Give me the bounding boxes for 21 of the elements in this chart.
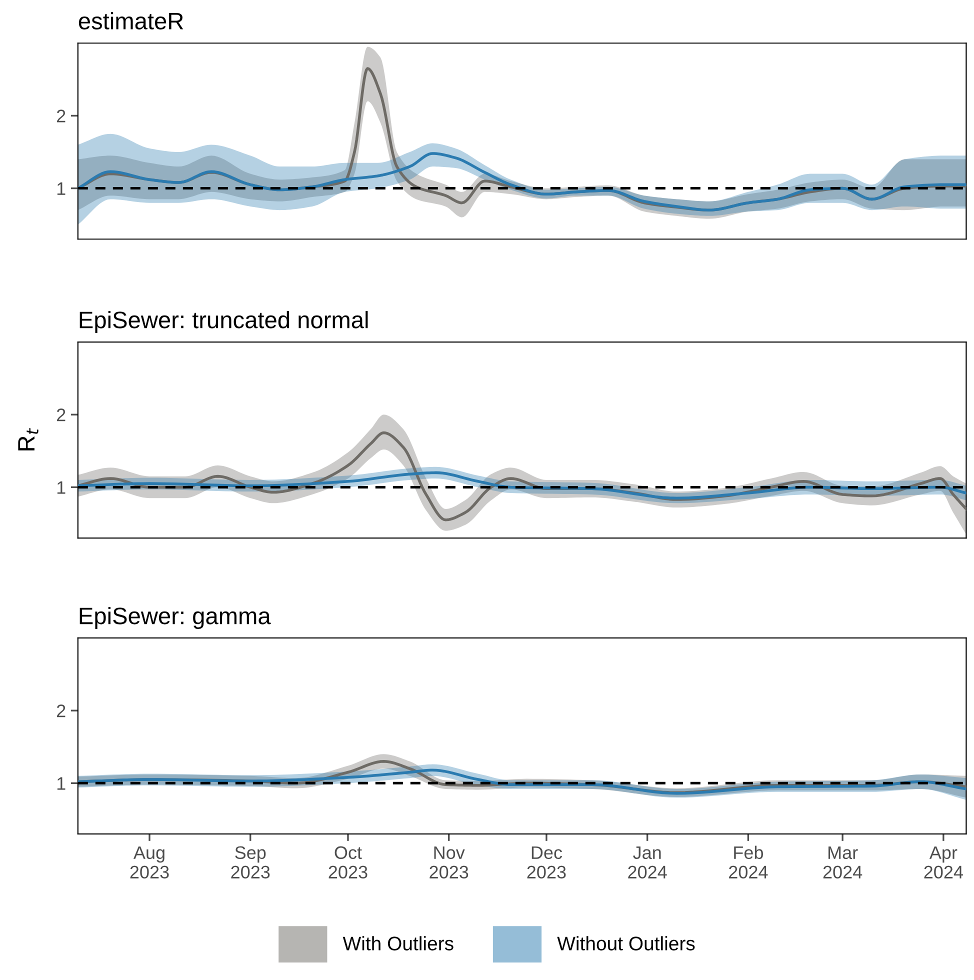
- y-tick-label: 1: [57, 481, 66, 494]
- y-axis-title: R$_{t}$: [18, 428, 38, 450]
- y-tick-label: 1: [57, 777, 66, 790]
- x-tick-label: Aug 2023: [130, 846, 169, 878]
- x-tick-label: Jan 2024: [628, 846, 667, 878]
- y-tick-label: 2: [56, 704, 66, 718]
- y-tick-label: 2: [56, 408, 66, 422]
- x-tick-label: Mar 2024: [823, 846, 862, 878]
- x-tick-label: Nov 2023: [430, 846, 468, 878]
- x-tick-label: Dec 2023: [527, 846, 566, 878]
- chart-title: estimateR: [78, 12, 184, 30]
- y-tick-label: 1: [57, 182, 66, 195]
- x-tick-label: Apr 2024: [924, 846, 963, 878]
- x-tick-label: Oct 2023: [328, 846, 368, 878]
- y-tick-label: 2: [56, 110, 66, 122]
- legend-label: Without Outliers: [557, 936, 695, 950]
- x-tick-label: Sep 2023: [231, 846, 270, 878]
- chart-title: EpiSewer: gamma: [80, 606, 271, 629]
- legend-label: With Outliers: [342, 936, 454, 950]
- x-tick-label: Feb 2024: [729, 846, 768, 878]
- chart-title: EpiSewer: truncated normal: [80, 311, 368, 334]
